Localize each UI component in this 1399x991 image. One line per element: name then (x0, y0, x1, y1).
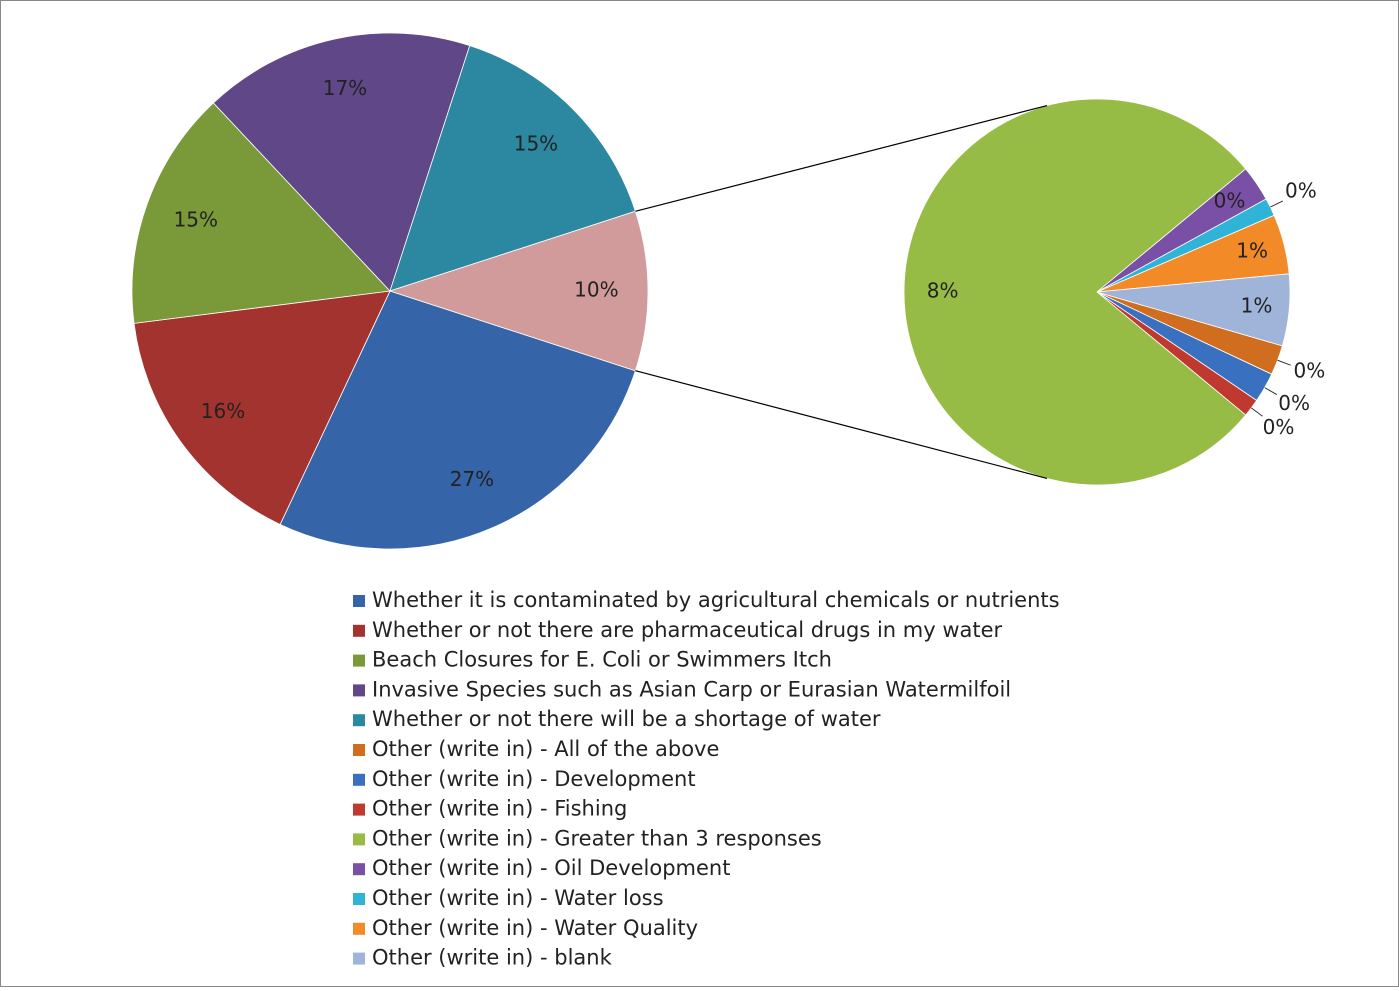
data-label: 27% (450, 467, 494, 491)
legend-swatch (353, 922, 365, 935)
data-label: 1% (1236, 239, 1268, 263)
data-label: 15% (514, 132, 558, 156)
legend-label: Other (write in) - Greater than 3 respon… (372, 826, 822, 850)
data-label: 0% (1263, 415, 1295, 439)
legend-swatch (353, 595, 365, 607)
legend-swatch (353, 863, 365, 876)
leader-line (1264, 387, 1278, 395)
connector-line (635, 104, 1048, 212)
legend-swatch (353, 773, 365, 786)
leader-line (1251, 407, 1263, 417)
data-label: 17% (323, 76, 367, 100)
legend-swatch (353, 624, 365, 637)
data-label: 0% (1285, 179, 1317, 203)
data-label: 0% (1293, 359, 1325, 383)
pies: 27%16%15%17%15%10%0%0%0%8%0% 0%1%1% (131, 32, 1325, 550)
pie-slice (389, 45, 636, 292)
legend: Whether it is contaminated by agricultur… (353, 588, 1060, 970)
leader-line (1270, 200, 1284, 208)
data-label: 8% (927, 279, 959, 303)
data-label: 0% (1278, 391, 1310, 415)
legend-label: Other (write in) - Development (372, 767, 696, 791)
pie-slice (388, 210, 649, 372)
data-label: 15% (174, 208, 218, 232)
legend-swatch (353, 654, 365, 667)
pie-slice (212, 32, 471, 292)
legend-swatch (353, 714, 365, 727)
leader-line (1277, 359, 1291, 366)
legend-label: Other (write in) - Water loss (372, 886, 664, 910)
pie-slice (1096, 273, 1291, 347)
pie-slice (131, 102, 391, 324)
data-label: 10% (574, 278, 618, 302)
legend-label: Whether it is contaminated by agricultur… (372, 588, 1060, 612)
legend-label: Beach Closures for E. Coli or Swimmers I… (372, 648, 832, 672)
legend-label: Other (write in) - Oil Development (372, 856, 730, 880)
data-label: 1% (1241, 294, 1273, 318)
legend-label: Other (write in) - All of the above (372, 737, 719, 761)
connector-line (635, 370, 1048, 480)
legend-label: Other (write in) - blank (372, 946, 613, 970)
legend-swatch (353, 803, 365, 816)
pie-slice (279, 290, 636, 550)
legend-label: Other (write in) - Water Quality (372, 916, 698, 940)
legend-label: Whether or not there will be a shortage … (372, 707, 881, 731)
legend-label: Invasive Species such as Asian Carp or E… (372, 677, 1011, 701)
pie-slice (133, 290, 391, 525)
legend-swatch (353, 952, 365, 965)
legend-swatch (353, 684, 365, 697)
pie-slice (903, 98, 1247, 486)
legend-swatch (353, 744, 365, 756)
legend-label: Other (write in) - Fishing (372, 797, 627, 821)
data-label: 16% (201, 399, 245, 423)
legend-swatch (353, 893, 365, 905)
legend-label: Whether or not there are pharmaceutical … (372, 618, 1003, 642)
data-label: 0% (1214, 188, 1246, 212)
legend-swatch (353, 833, 365, 846)
